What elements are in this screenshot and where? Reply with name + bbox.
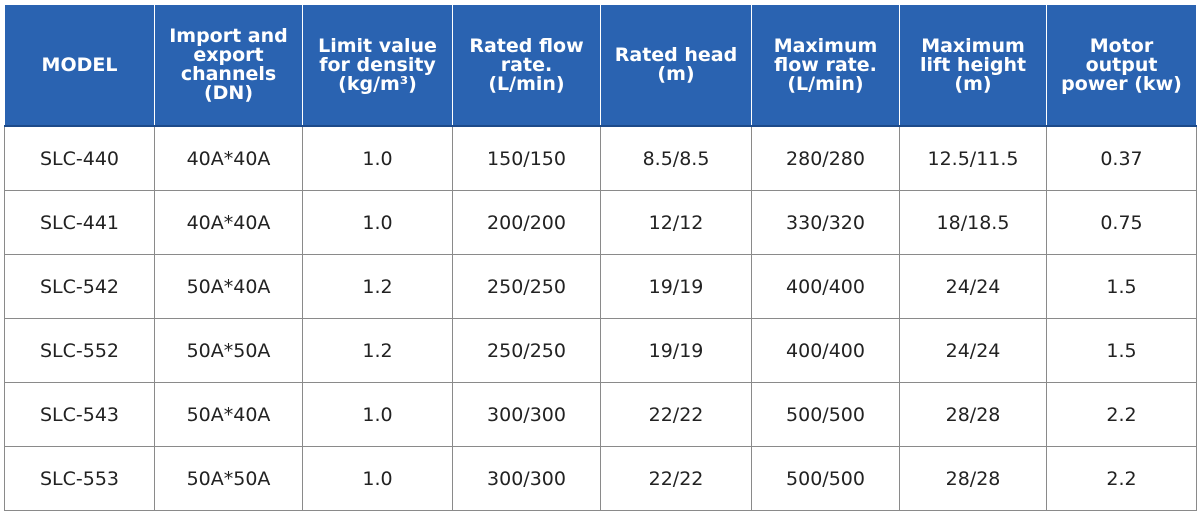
table-row: SLC-543 50A*40A 1.0 300/300 22/22 500/500 28/2…	[4, 382, 1197, 447]
table-cell: 50A*50A	[154, 446, 303, 511]
table-cell: 400/400	[751, 318, 900, 383]
header-line: Rated flow	[469, 34, 584, 57]
table-cell: 400/400	[751, 254, 900, 319]
table-cell: 1.5	[1046, 318, 1197, 383]
header-cell: Maximum flow rate. (L/min)	[751, 4, 900, 127]
header-line: MODEL	[41, 53, 118, 76]
header-line: Maximum	[773, 34, 878, 57]
table-row: SLC-542 50A*40A 1.2 250/250 19/19 400/400 24/2…	[4, 254, 1197, 319]
header-cell: Limit value for density (kg/m³)	[302, 4, 453, 127]
header-line: flow rate.	[774, 53, 877, 76]
table-cell: 24/24	[899, 254, 1047, 319]
table-cell: 19/19	[600, 254, 752, 319]
header-cell: Rated flow rate. (L/min)	[452, 4, 601, 127]
table-cell: 12/12	[600, 190, 752, 255]
table-cell: 300/300	[452, 446, 601, 511]
header-line: Limit value	[318, 34, 437, 57]
table-body: SLC-440 40A*40A 1.0 150/150 8.5/8.5 280/280 12…	[4, 125, 1197, 511]
table-cell: 50A*40A	[154, 382, 303, 447]
table-row: SLC-440 40A*40A 1.0 150/150 8.5/8.5 280/280 12…	[4, 125, 1197, 191]
table-cell: 28/28	[899, 446, 1047, 511]
table-cell: 1.5	[1046, 254, 1197, 319]
table-cell: 1.0	[302, 190, 453, 255]
table-cell: 250/250	[452, 318, 601, 383]
table-cell: 300/300	[452, 382, 601, 447]
table-cell: 50A*40A	[154, 254, 303, 319]
table-cell: 150/150	[452, 125, 601, 191]
table-cell: 40A*40A	[154, 125, 303, 191]
header-cell: Maximum lift height (m)	[899, 4, 1047, 127]
header-line: Maximum	[921, 34, 1025, 57]
table-cell: 28/28	[899, 382, 1047, 447]
table-cell: 40A*40A	[154, 190, 303, 255]
header-line: for density	[319, 53, 436, 76]
header-cell: MODEL	[4, 4, 155, 127]
header-line: export	[193, 44, 264, 66]
table-cell: 0.37	[1046, 125, 1197, 191]
table-cell: 8.5/8.5	[600, 125, 752, 191]
table-cell: 200/200	[452, 190, 601, 255]
table-cell: SLC-543	[4, 382, 155, 447]
spec-table: MODEL Import and export channels (DN) Limit v…	[4, 4, 1197, 511]
header-line: lift height	[919, 53, 1027, 76]
table-cell: 12.5/11.5	[899, 125, 1047, 191]
header-line: (L/min)	[488, 72, 565, 95]
table-cell: SLC-441	[4, 190, 155, 255]
table-row: SLC-441 40A*40A 1.0 200/200 12/12 330/320 18/1…	[4, 190, 1197, 255]
table-cell: 330/320	[751, 190, 900, 255]
header-line: (m)	[954, 72, 992, 95]
table-cell: 22/22	[600, 382, 752, 447]
table-cell: 280/280	[751, 125, 900, 191]
header-line: Motor output	[1085, 34, 1158, 76]
header-row: MODEL Import and export channels (DN) Limit v…	[4, 4, 1197, 127]
header-line: channels	[180, 63, 277, 85]
table-cell: 2.2	[1046, 382, 1197, 447]
table-cell: 250/250	[452, 254, 601, 319]
table-cell: SLC-553	[4, 446, 155, 511]
table-cell: 500/500	[751, 382, 900, 447]
header-line: rate.	[500, 53, 553, 76]
table-cell: 22/22	[600, 446, 752, 511]
header-line: Import and	[169, 25, 288, 47]
table-row: SLC-552 50A*50A 1.2 250/250 19/19 400/400 24/2…	[4, 318, 1197, 383]
header-line: power (kw)	[1061, 72, 1182, 95]
table-cell: 1.0	[302, 382, 453, 447]
header-line: (DN)	[203, 82, 254, 104]
header-line: (kg/m³)	[338, 72, 417, 95]
table-cell: 500/500	[751, 446, 900, 511]
table-cell: 2.2	[1046, 446, 1197, 511]
table-cell: 1.2	[302, 254, 453, 319]
table-cell: 50A*50A	[154, 318, 303, 383]
header-line: (m)	[657, 63, 695, 85]
table-cell: SLC-542	[4, 254, 155, 319]
table-cell: SLC-552	[4, 318, 155, 383]
header-line: (L/min)	[787, 72, 864, 95]
header-cell: Motor output power (kw)	[1046, 4, 1197, 127]
table-cell: 18/18.5	[899, 190, 1047, 255]
table-cell: 24/24	[899, 318, 1047, 383]
table-cell: 1.0	[302, 125, 453, 191]
table-cell: 0.75	[1046, 190, 1197, 255]
table-header: MODEL Import and export channels (DN) Limit v…	[4, 4, 1197, 127]
header-line: Rated head	[614, 44, 738, 66]
table-cell: 1.2	[302, 318, 453, 383]
table-cell: SLC-440	[4, 125, 155, 191]
table-cell: 1.0	[302, 446, 453, 511]
header-cell: Rated head (m)	[600, 4, 752, 127]
table-row: SLC-553 50A*50A 1.0 300/300 22/22 500/500 28/2…	[4, 446, 1197, 511]
header-cell: Import and export channels (DN)	[154, 4, 303, 127]
table-cell: 19/19	[600, 318, 752, 383]
